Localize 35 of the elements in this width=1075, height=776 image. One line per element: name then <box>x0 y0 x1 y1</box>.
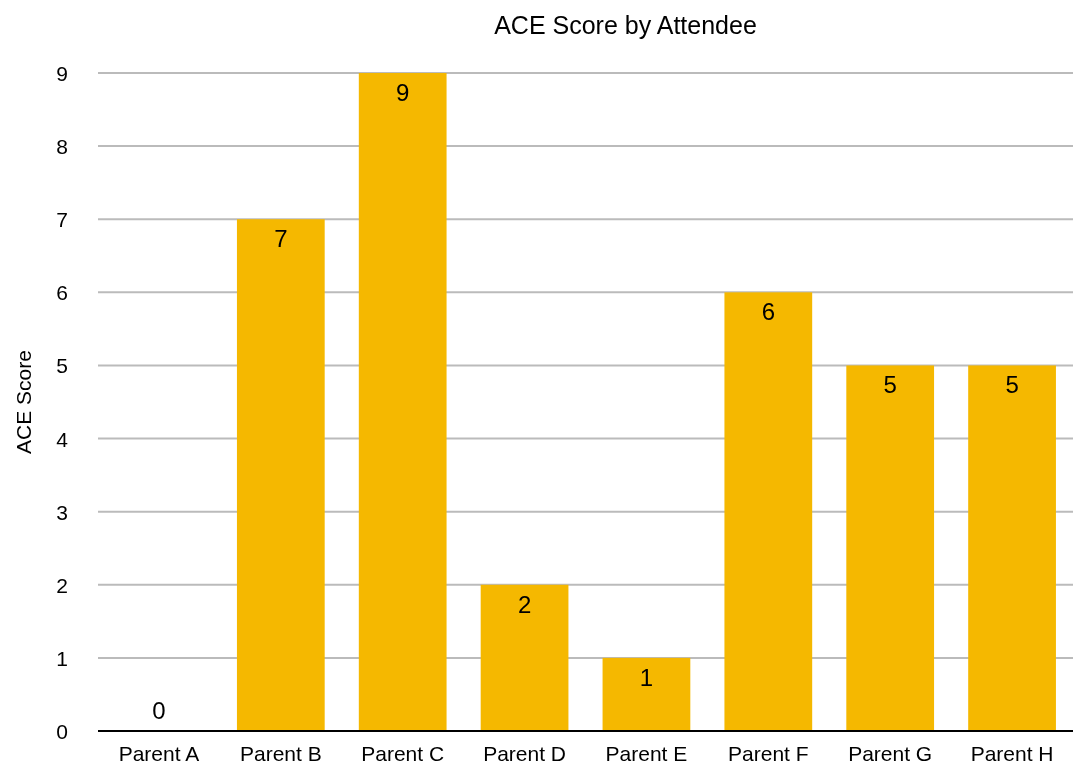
y-tick-label: 1 <box>56 646 68 670</box>
chart-title: ACE Score by Attendee <box>494 11 757 39</box>
x-tick-label: Parent D <box>483 742 566 765</box>
y-tick-label: 5 <box>56 354 68 378</box>
bar <box>602 657 691 731</box>
x-tick-label: Parent B <box>239 742 322 765</box>
data-label: 1 <box>639 663 654 691</box>
bar <box>480 584 569 731</box>
y-tick-label: 6 <box>56 281 68 305</box>
data-label: 0 <box>152 697 166 724</box>
data-label: 7 <box>274 225 288 253</box>
x-tick-label: Parent E <box>605 742 688 765</box>
x-tick-label: Parent C <box>361 742 445 765</box>
bar <box>236 219 325 731</box>
data-label: 5 <box>883 371 897 399</box>
y-tick-label: 0 <box>56 720 68 743</box>
x-tick-label: Parent F <box>728 742 809 765</box>
bar <box>846 365 935 731</box>
y-tick-label: 2 <box>56 573 68 597</box>
y-tick-label: 9 <box>56 62 68 85</box>
x-tick-label: Parent A <box>118 742 200 765</box>
x-tick-label: Parent H <box>970 742 1054 765</box>
data-label: 5 <box>1005 371 1019 399</box>
data-label: 9 <box>396 79 410 106</box>
y-tick-label: 7 <box>56 208 68 232</box>
bar <box>724 292 813 731</box>
bar <box>358 73 447 731</box>
y-tick-label: 4 <box>56 427 69 451</box>
y-axis-title: ACE Score <box>12 350 35 454</box>
data-label: 6 <box>761 298 775 326</box>
y-tick-label: 3 <box>56 500 68 524</box>
y-tick-label: 8 <box>56 135 68 159</box>
data-label: 2 <box>517 590 532 618</box>
bar <box>968 365 1056 731</box>
x-tick-label: Parent G <box>848 742 933 765</box>
